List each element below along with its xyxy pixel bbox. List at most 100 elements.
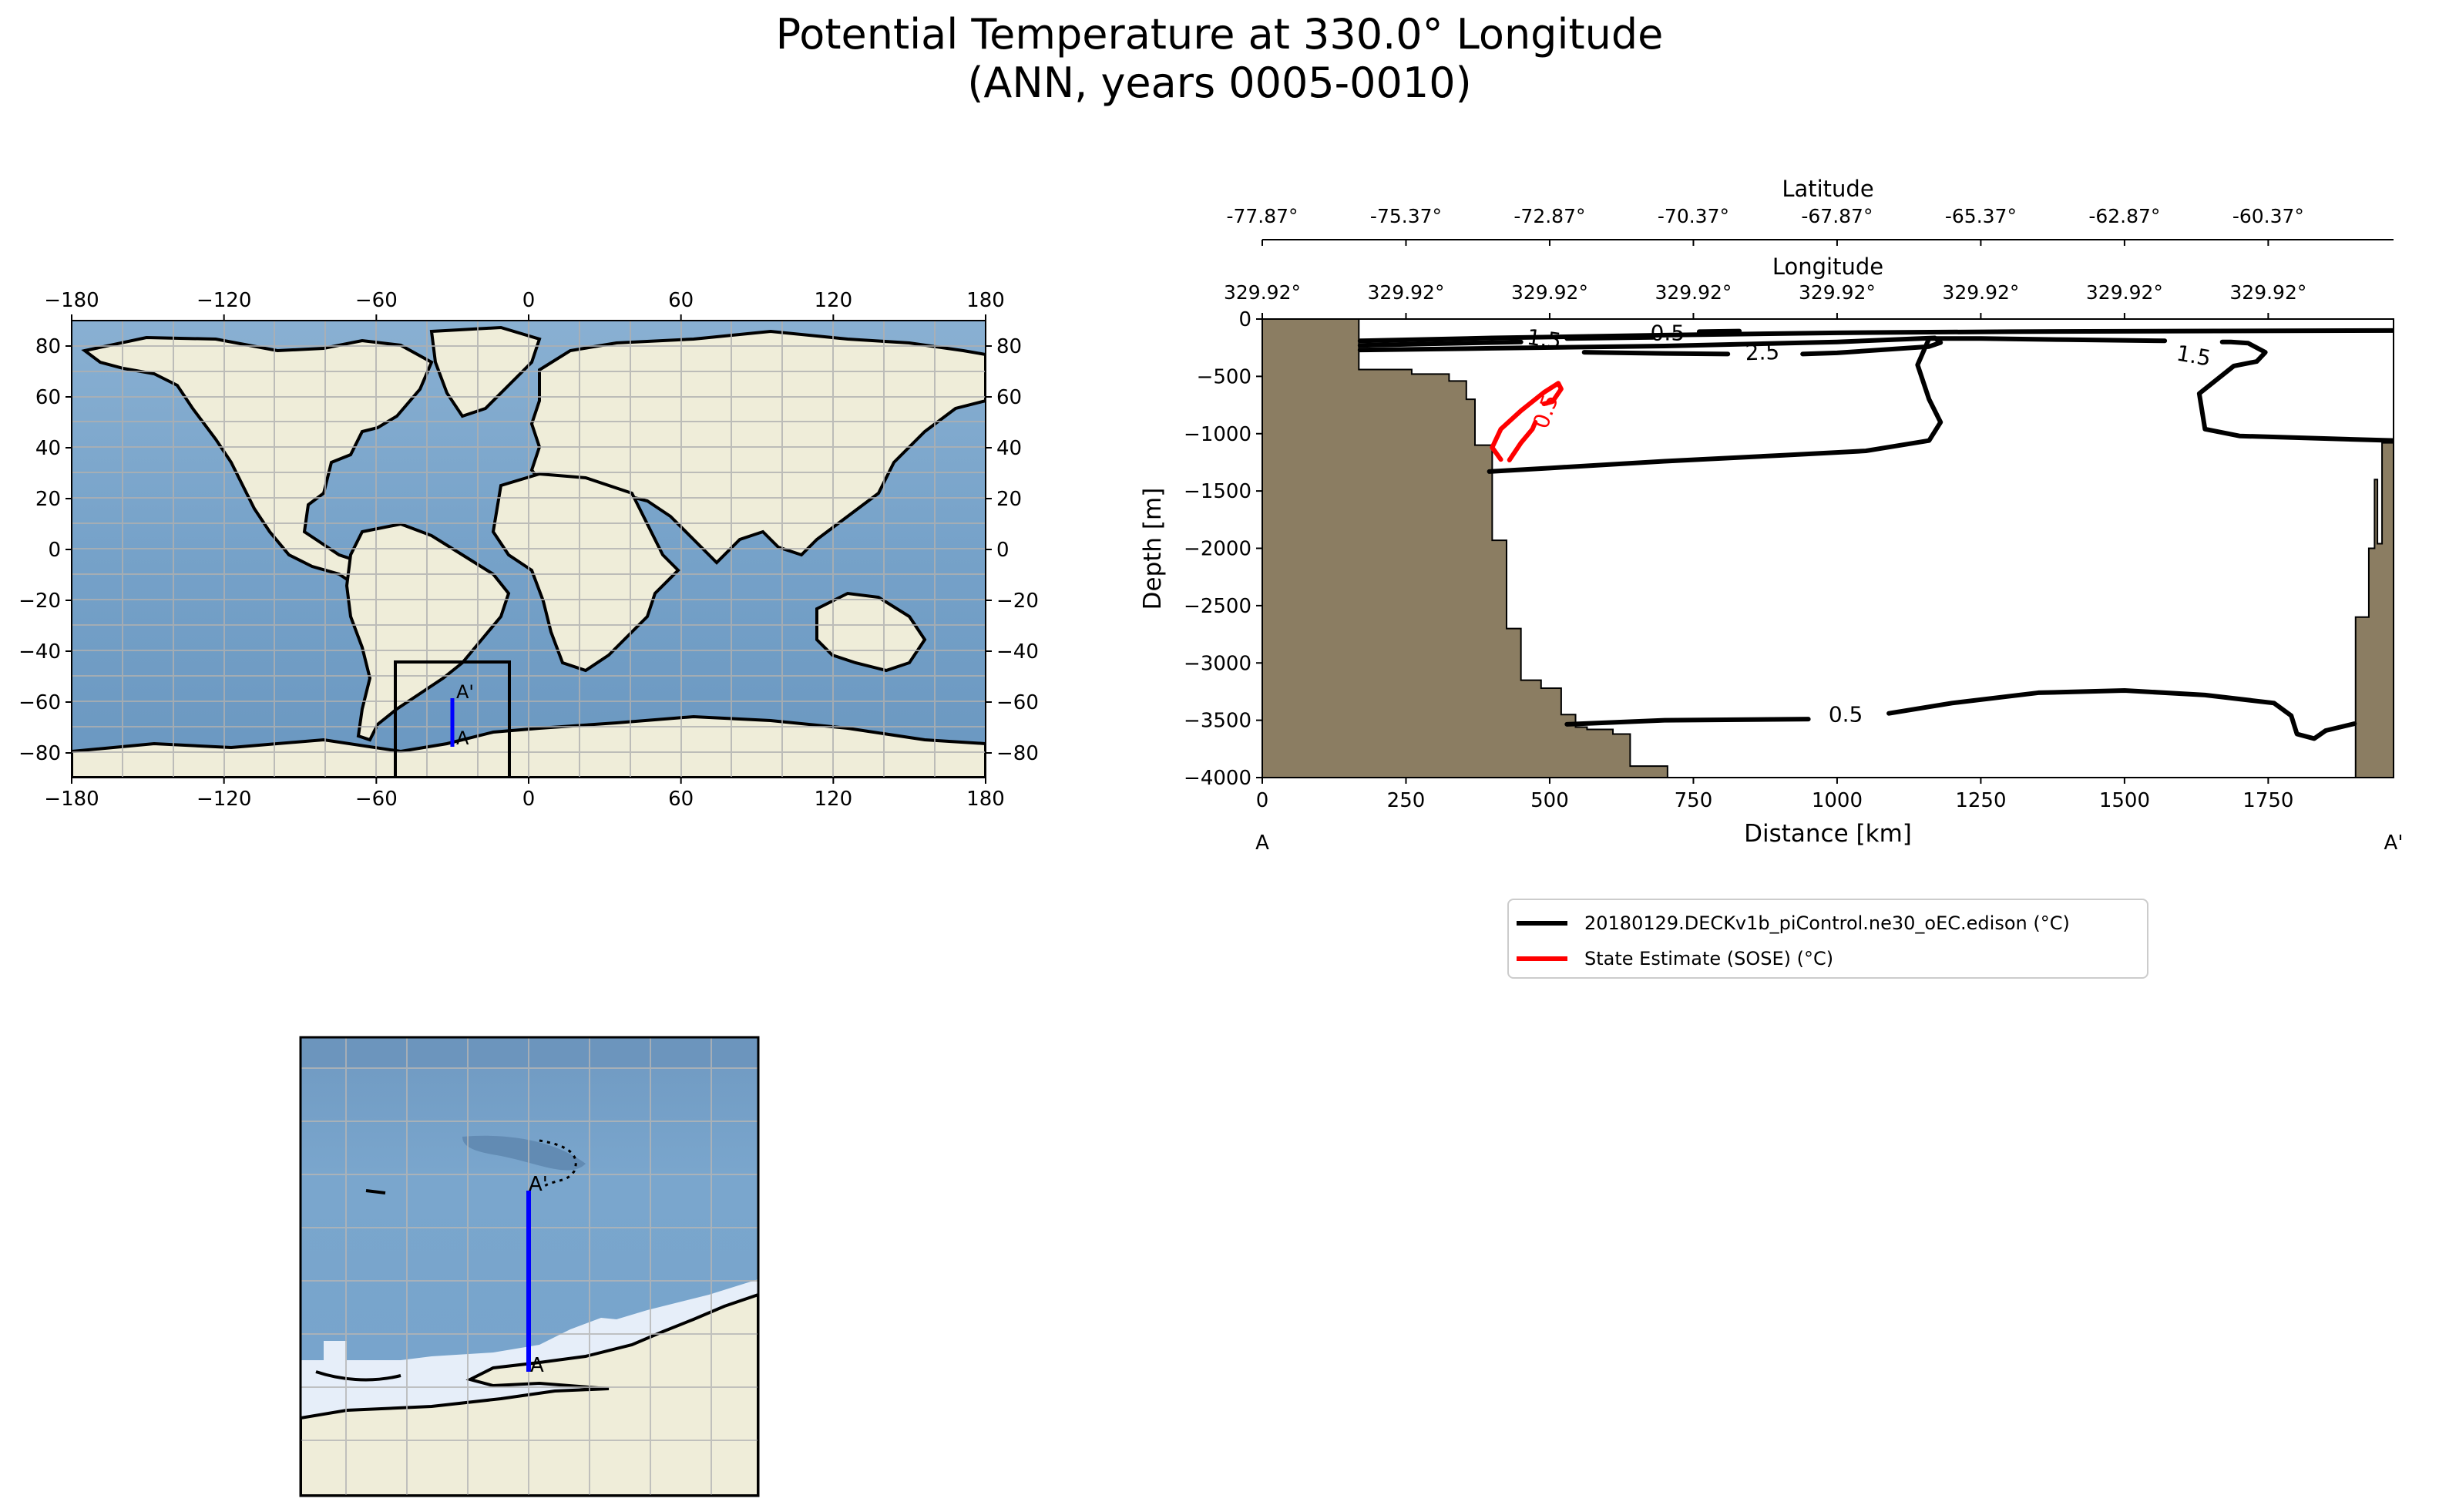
world-y-tick-right-7: −60 — [996, 691, 1039, 714]
world-y-tick-right-6: −40 — [996, 640, 1039, 664]
world-y-tick-left-7: −60 — [18, 691, 61, 714]
world-y-tick-left-3: 20 — [35, 488, 61, 511]
sose-contour-1 — [1507, 419, 1538, 462]
world-x-tick-top-5: 120 — [815, 289, 853, 312]
world-y-tick-left-8: −80 — [18, 742, 61, 765]
contour-labels: 1.5 0.52.5 1.50.50.5 — [1525, 320, 2212, 727]
longitude-ticks: 329.92° 329.92° 329.92° 329.92° 329.92° 329.9… — [1224, 281, 2306, 319]
world-y-tick-right-0: 80 — [996, 335, 1022, 358]
world-x-tick-top-3: 0 — [522, 289, 536, 312]
transect-plot: 1.5 0.52.5 1.50.50.5 Latitude -77.87° -75.3… — [1139, 176, 2403, 855]
bathymetry-right — [2354, 442, 2394, 778]
world-map-point-aprime: A' — [456, 681, 474, 703]
world-y-tick-left-6: −40 — [18, 640, 61, 664]
world-x-tick-top-6: 180 — [966, 289, 1005, 312]
model-contour-1 — [1357, 339, 1524, 348]
model-contour-6 — [2196, 339, 2394, 443]
inset-map-frame — [299, 1036, 760, 1497]
latitude-tick-label-2: -72.87° — [1513, 205, 1585, 227]
latitude-tick-label-6: -62.87° — [2088, 205, 2160, 227]
latitude-tick-label-7: -60.37° — [2232, 205, 2304, 227]
model-contour-0 — [1357, 328, 2394, 344]
world-x-tick-top-1: −120 — [197, 289, 251, 312]
y-tick-label-6: −3000 — [1184, 652, 1251, 675]
legend: 20180129.DECKv1b_piControl.ne30_oEC.edis… — [1507, 899, 2148, 979]
longitude-tick-label-5: 329.92° — [1942, 281, 2019, 304]
distance-ticks: 0 250 500 750 1000 1250 1500 1750 — [1256, 778, 2293, 812]
world-x-tick-bottom-6: 180 — [966, 788, 1005, 811]
y-tick-label-1: −500 — [1197, 365, 1251, 388]
contour-label-2: 2.5 — [1745, 339, 1780, 366]
world-x-tick-top-0: −180 — [44, 289, 99, 312]
world-map-grid — [72, 321, 986, 778]
contour-label-4: 0.5 — [1829, 702, 1863, 727]
sose-contour-0 — [1490, 381, 1564, 462]
contour-label-0: 1.5 — [1525, 324, 1563, 354]
legend-label-sose: State Estimate (SOSE) (°C) — [1584, 948, 1834, 969]
world-y-tick-right-8: −80 — [996, 742, 1039, 765]
model-contour-10 — [1886, 687, 2357, 741]
x-tick-label-6: 1500 — [2099, 789, 2150, 812]
depth-ticks: 0 −500 −1000 −1500 −2000 −2500 −3000 −3500 −4000 — [1184, 308, 1262, 790]
world-map-point-a: A — [456, 727, 469, 749]
world-x-tick-bottom-5: 120 — [815, 788, 853, 811]
legend-label-model: 20180129.DECKv1b_piControl.ne30_oEC.edis… — [1584, 912, 2070, 934]
longitude-axis-label: Longitude — [1772, 254, 1883, 280]
bathymetry-left — [1262, 319, 1668, 778]
world-map-land — [72, 321, 986, 778]
y-tick-label-5: −2500 — [1184, 595, 1251, 618]
world-y-tick-right-1: 60 — [996, 386, 1022, 409]
inset-region-box — [394, 660, 511, 778]
north-america-landmass — [81, 335, 434, 592]
longitude-tick-label-3: 329.92° — [1655, 281, 1732, 304]
model-contour-7 — [1927, 336, 2168, 344]
x-axis-label: Distance [km] — [1744, 820, 1912, 848]
figure-title-line2: (ANN, years 0005-0010) — [967, 59, 1472, 107]
world-x-tick-top-4: 60 — [668, 289, 694, 312]
y-tick-label-7: −3500 — [1184, 710, 1251, 733]
figure-title-line1: Potential Temperature at 330.0° Longitud… — [775, 10, 1664, 59]
model-contour-5 — [1581, 350, 1731, 357]
longitude-tick-label-0: 329.92° — [1224, 281, 1301, 304]
world-y-tick-left-4: 0 — [48, 539, 61, 562]
x-tick-label-2: 500 — [1530, 789, 1569, 812]
inset-map-point-aprime: A' — [529, 1173, 548, 1196]
transect-start-label: A — [1255, 832, 1269, 855]
world-x-tick-bottom-3: 0 — [522, 788, 536, 811]
world-y-tick-right-2: 40 — [996, 437, 1022, 460]
x-tick-label-5: 1250 — [1955, 789, 2006, 812]
world-y-tick-left-2: 40 — [35, 437, 61, 460]
world-y-tick-right-4: 0 — [996, 539, 1010, 562]
latitude-tick-label-1: -75.37° — [1370, 205, 1442, 227]
longitude-tick-label-1: 329.92° — [1367, 281, 1444, 304]
inset-map-point-a: A — [530, 1354, 544, 1377]
latitude-tick-label-0: -77.87° — [1226, 205, 1298, 227]
world-map-ticks: −180 −180 −120 −120 −60 −60 0 0 60 60 120 120 180 180… — [18, 289, 1039, 811]
longitude-tick-label-4: 329.92° — [1799, 281, 1876, 304]
latitude-ticks: -77.87° -75.37° -72.87° -70.37° -67.87° -65.3… — [1226, 205, 2304, 246]
model-contour-3 — [1696, 328, 1742, 334]
longitude-tick-label-6: 329.92° — [2086, 281, 2163, 304]
world-y-tick-left-0: 80 — [35, 335, 61, 358]
x-tick-label-7: 1750 — [2242, 789, 2293, 812]
world-x-tick-bottom-1: −120 — [197, 788, 251, 811]
world-y-tick-right-5: −20 — [996, 590, 1039, 613]
x-tick-label-3: 750 — [1675, 789, 1713, 812]
y-tick-label-4: −2000 — [1184, 538, 1251, 561]
x-tick-label-4: 1000 — [1812, 789, 1863, 812]
model-contour-8 — [1487, 336, 1943, 474]
legend-item-model: 20180129.DECKv1b_piControl.ne30_oEC.edis… — [1517, 908, 2070, 939]
y-axis-label: Depth [m] — [1139, 488, 1167, 610]
world-x-tick-bottom-4: 60 — [668, 788, 694, 811]
legend-swatch-sose — [1517, 956, 1567, 961]
contour-label-3: 1.5 — [2175, 340, 2213, 371]
world-y-tick-right-3: 20 — [996, 488, 1022, 511]
inset-map: A' A — [299, 1036, 760, 1497]
x-tick-label-0: 0 — [1256, 789, 1269, 812]
x-tick-label-1: 250 — [1387, 789, 1426, 812]
latitude-axis-label: Latitude — [1782, 176, 1873, 202]
latitude-tick-label-4: -67.87° — [1801, 205, 1873, 227]
y-tick-label-3: −1500 — [1184, 480, 1251, 503]
y-tick-label-0: 0 — [1238, 308, 1251, 331]
